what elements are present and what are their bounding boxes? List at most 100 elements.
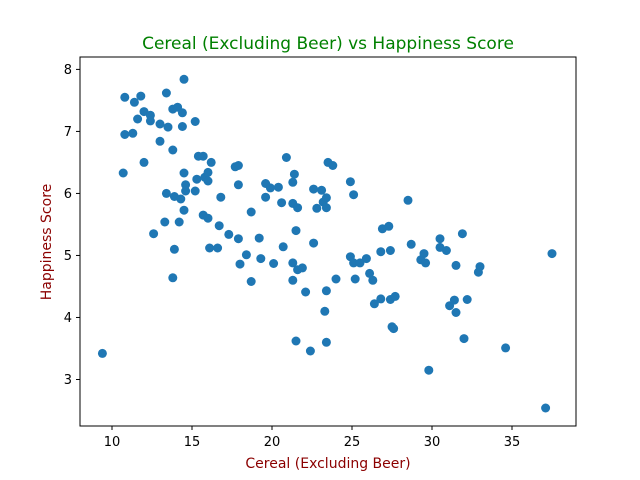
data-point xyxy=(291,226,301,236)
data-point xyxy=(203,213,213,223)
data-point xyxy=(246,207,256,217)
data-point xyxy=(288,258,298,268)
data-point xyxy=(541,403,551,413)
data-point xyxy=(376,294,386,304)
data-point xyxy=(376,247,386,257)
data-point xyxy=(169,244,179,254)
data-point xyxy=(501,343,511,353)
data-point xyxy=(241,250,251,260)
data-point xyxy=(273,182,283,192)
data-point xyxy=(281,153,291,162)
data-point xyxy=(224,229,234,239)
x-tick-label: 10 xyxy=(104,435,121,450)
data-point xyxy=(547,249,557,259)
x-tick-label: 15 xyxy=(184,435,201,450)
data-point xyxy=(459,334,469,344)
x-tick-label: 20 xyxy=(264,435,281,450)
points-layer xyxy=(97,74,557,413)
data-point xyxy=(233,161,243,170)
data-point xyxy=(256,254,266,264)
data-point xyxy=(350,274,360,284)
data-point xyxy=(179,168,189,178)
plot-frame xyxy=(79,56,577,427)
data-point xyxy=(177,108,187,118)
data-point xyxy=(128,128,138,138)
data-point xyxy=(457,229,467,239)
data-point xyxy=(369,299,379,309)
data-point xyxy=(462,295,472,304)
data-point xyxy=(192,174,202,184)
x-axis-ticks: 10 15 20 25 30 35 xyxy=(104,426,521,450)
data-point xyxy=(301,287,311,297)
data-point xyxy=(181,180,191,190)
data-point xyxy=(161,188,171,198)
data-point xyxy=(216,192,226,202)
data-point xyxy=(449,295,459,305)
chart-title: Cereal (Excluding Beer) vs Happiness Sco… xyxy=(142,34,514,54)
x-tick-label: 35 xyxy=(504,435,521,450)
data-point xyxy=(214,221,224,231)
data-point xyxy=(213,243,223,253)
data-point xyxy=(312,203,322,213)
data-point xyxy=(269,259,279,268)
data-point xyxy=(205,243,215,253)
data-point xyxy=(155,136,165,146)
data-point xyxy=(265,183,275,193)
data-point xyxy=(475,262,485,272)
data-point xyxy=(277,198,287,208)
data-point xyxy=(305,346,315,356)
data-point xyxy=(161,88,171,98)
data-point xyxy=(129,97,139,107)
data-point xyxy=(120,130,130,139)
y-tick-label: 6 xyxy=(64,187,72,202)
data-point xyxy=(139,157,149,167)
data-point xyxy=(349,190,359,200)
data-point xyxy=(136,91,146,101)
y-axis-label: Happiness Score xyxy=(39,184,55,301)
y-axis-ticks: 3 4 5 6 7 8 xyxy=(64,63,80,388)
data-point xyxy=(385,246,395,255)
data-point xyxy=(291,336,301,346)
data-point xyxy=(168,145,178,155)
data-point xyxy=(403,195,413,205)
data-point xyxy=(288,177,298,187)
data-point xyxy=(321,286,331,296)
data-point xyxy=(328,161,338,170)
data-point xyxy=(424,365,434,375)
data-point xyxy=(246,277,256,286)
data-point xyxy=(293,203,303,213)
data-point xyxy=(168,273,178,283)
data-point xyxy=(368,275,378,285)
data-point xyxy=(179,205,189,215)
y-tick-label: 8 xyxy=(64,63,72,78)
data-point xyxy=(317,185,327,195)
data-point xyxy=(309,238,319,248)
data-point xyxy=(361,254,371,264)
data-point xyxy=(321,337,331,347)
data-point xyxy=(190,186,200,196)
data-point xyxy=(254,233,264,243)
x-axis-label: Cereal (Excluding Beer) xyxy=(245,456,410,472)
data-point xyxy=(160,217,170,227)
y-tick-label: 5 xyxy=(64,249,72,264)
data-point xyxy=(309,184,319,194)
data-point xyxy=(384,221,394,231)
data-point xyxy=(345,177,355,187)
data-point xyxy=(176,194,186,204)
y-tick-label: 3 xyxy=(64,373,72,388)
data-point xyxy=(406,239,416,249)
data-point xyxy=(235,259,245,269)
data-point xyxy=(288,275,298,285)
data-point xyxy=(389,324,399,334)
data-point xyxy=(331,274,341,284)
data-point xyxy=(120,92,130,102)
data-point xyxy=(206,157,216,167)
data-point xyxy=(365,268,375,278)
data-point xyxy=(179,74,189,84)
data-point xyxy=(390,291,400,301)
data-point xyxy=(177,122,187,131)
data-point xyxy=(421,258,431,268)
data-point xyxy=(155,119,165,129)
